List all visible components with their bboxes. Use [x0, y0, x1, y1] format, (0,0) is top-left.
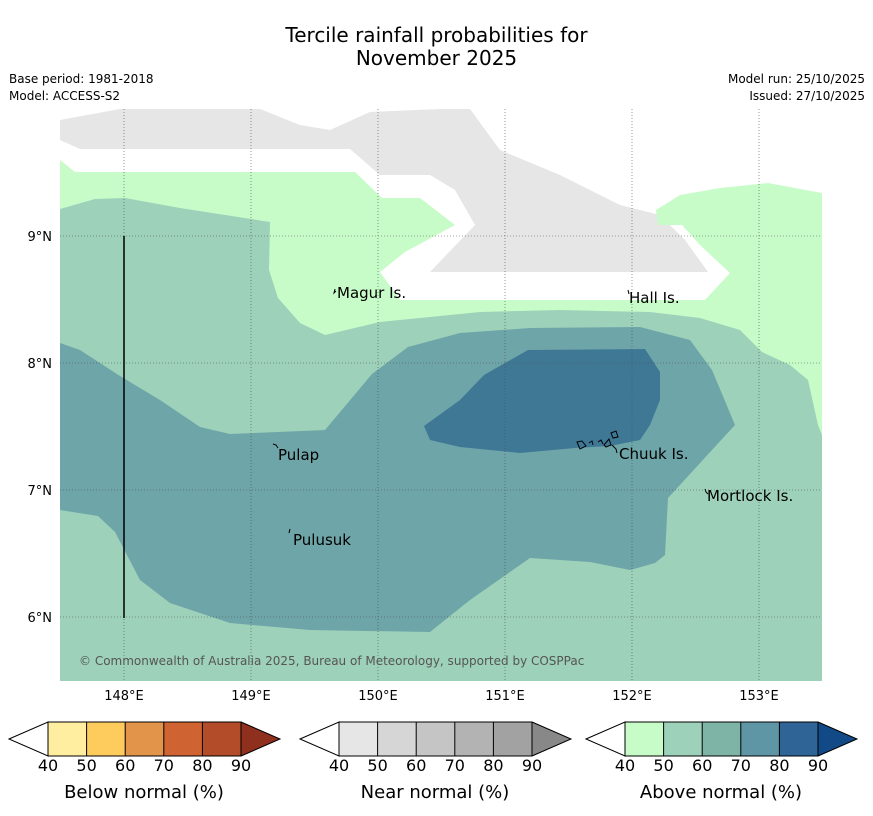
- legend-below-swatch-3: [125, 722, 164, 756]
- legend-above-tick-50: 50: [653, 756, 673, 775]
- legend-near-arrow-low: [298, 721, 340, 757]
- lat-label-6n: 6°N: [28, 611, 53, 626]
- lat-label-7n: 7°N: [28, 484, 53, 499]
- meta-right: Model run: 25/10/2025 Issued: 27/10/2025: [728, 71, 865, 105]
- legend-below-tick-90: 90: [231, 756, 251, 775]
- place-label-pulusuk: Pulusuk: [293, 531, 351, 549]
- lon-labels: 148°E 149°E 150°E 151°E 152°E 153°E: [104, 689, 779, 704]
- place-label-pulap: Pulap: [278, 446, 319, 464]
- legend-below-title: Below normal (%): [64, 782, 224, 803]
- chart-title-line2: November 2025: [355, 46, 518, 70]
- legend-above-swatch-5: [779, 722, 818, 756]
- lat-labels: 9°N 8°N 7°N 6°N: [28, 230, 53, 626]
- place-label-mortlock: Mortlock Is.: [707, 487, 793, 505]
- base-period-text: Base period: 1981-2018: [9, 72, 154, 86]
- above-normal-70-region: [424, 349, 660, 453]
- meta-left: Base period: 1981-2018 Model: ACCESS-S2: [9, 71, 154, 105]
- legend-above-swatch-4: [740, 722, 780, 756]
- legend-above-swatch-2: [663, 722, 703, 756]
- model-text: Model: ACCESS-S2: [9, 89, 121, 103]
- legend-near-swatch-3: [416, 722, 455, 756]
- legend-below-swatch-4: [163, 722, 203, 756]
- legend-near-title: Near normal (%): [361, 782, 510, 803]
- legend-near-tick-70: 70: [445, 756, 465, 775]
- place-label-hall: Hall Is.: [629, 289, 680, 307]
- legend-near-swatch-4: [454, 722, 494, 756]
- legend-above-arrow-low: [584, 721, 626, 757]
- legend-below-tick-70: 70: [154, 756, 174, 775]
- legend-below-tick-60: 60: [115, 756, 135, 775]
- legend-below-arrow-low: [7, 721, 49, 757]
- legend-below-tick-50: 50: [76, 756, 96, 775]
- map-area: Magur Is. Hall Is. Pulap Chuuk Is. Mortl…: [60, 109, 822, 681]
- legend-above-title: Above normal (%): [640, 782, 802, 803]
- lat-label-8n: 8°N: [28, 357, 53, 372]
- lon-label-152e: 152°E: [612, 689, 652, 704]
- legend-below-swatch-1: [48, 722, 87, 756]
- issued-text: Issued: 27/10/2025: [749, 89, 865, 103]
- legend-near-swatch-2: [377, 722, 417, 756]
- place-label-magur: Magur Is.: [337, 284, 406, 302]
- lon-label-153e: 153°E: [739, 689, 779, 704]
- legend-near-tick-90: 90: [522, 756, 542, 775]
- legend-near-tick-50: 50: [367, 756, 387, 775]
- near-normal-region: [60, 109, 708, 272]
- legend-below-tick-40: 40: [38, 756, 58, 775]
- legend-near-tick-60: 60: [406, 756, 426, 775]
- model-run-text: Model run: 25/10/2025: [727, 72, 865, 86]
- lon-label-149e: 149°E: [231, 689, 271, 704]
- chart-title-line1: Tercile rainfall probabilities for: [285, 23, 588, 47]
- legend-below-normal: 40 50 60 70 80 90 Below normal (%): [7, 721, 282, 803]
- legend-below-arrow-high: [241, 722, 280, 756]
- lon-label-151e: 151°E: [485, 689, 525, 704]
- legend-above-tick-70: 70: [731, 756, 751, 775]
- legend-above-arrow-high: [818, 722, 857, 756]
- legend-above-normal: 40 50 60 70 80 90 Above normal (%): [584, 721, 859, 803]
- legend-near-swatch-5: [493, 722, 532, 756]
- legend-below-swatch-2: [86, 722, 126, 756]
- place-label-chuuk: Chuuk Is.: [619, 445, 688, 463]
- lon-label-150e: 150°E: [358, 689, 398, 704]
- legend-above-tick-80: 80: [769, 756, 789, 775]
- legend-below-swatch-5: [202, 722, 241, 756]
- legend-near-arrow-high: [532, 722, 571, 756]
- copyright-text: © Commonwealth of Australia 2025, Bureau…: [79, 654, 584, 668]
- legend-near-swatch-1: [339, 722, 378, 756]
- island-outlines: [272, 288, 709, 534]
- legend-above-tick-60: 60: [692, 756, 712, 775]
- legend-near-normal: 40 50 60 70 80 90 Near normal (%): [298, 721, 573, 803]
- legend-near-tick-40: 40: [329, 756, 349, 775]
- legend-near-tick-80: 80: [483, 756, 503, 775]
- legend-below-tick-80: 80: [192, 756, 212, 775]
- lat-label-9n: 9°N: [28, 230, 53, 245]
- lon-label-148e: 148°E: [104, 689, 144, 704]
- legend-above-tick-40: 40: [615, 756, 635, 775]
- legend-above-swatch-1: [625, 722, 664, 756]
- legend-above-tick-90: 90: [808, 756, 828, 775]
- legend-above-swatch-3: [702, 722, 741, 756]
